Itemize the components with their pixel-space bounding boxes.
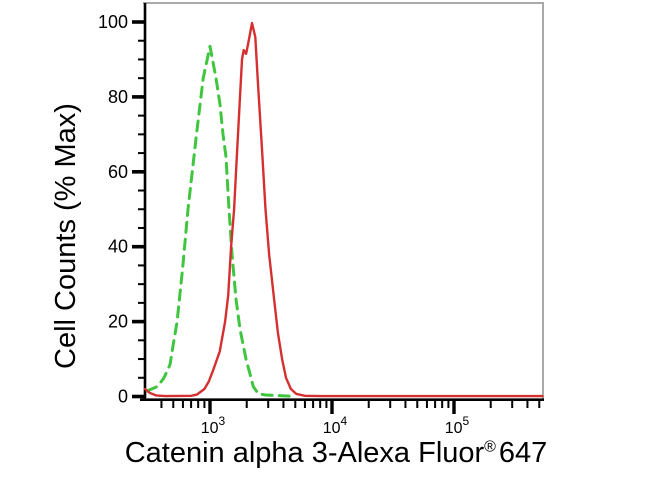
y-tick-label: 60 (108, 162, 128, 182)
y-tick-label: 100 (98, 12, 128, 32)
x-axis-title-main: Catenin alpha 3-Alexa Fluor (124, 437, 485, 469)
x-axis-title-end: 647 (498, 437, 548, 469)
y-tick-label: 20 (108, 312, 128, 332)
x-tick-label: 104 (323, 414, 348, 437)
y-tick-label: 40 (108, 237, 128, 257)
curve-catenin-alpha-3-stained (143, 21, 544, 398)
registered-trademark-symbol: ® (484, 438, 496, 456)
y-tick-label: 80 (108, 87, 128, 107)
y-tick-label: 0 (118, 387, 128, 407)
x-axis-title: Catenin alpha 3-Alexa Fluor® 647 (11, 437, 650, 470)
x-tick-label: 103 (201, 414, 226, 437)
x-tick-label: 105 (445, 414, 470, 437)
curve-negative-control (145, 44, 292, 398)
